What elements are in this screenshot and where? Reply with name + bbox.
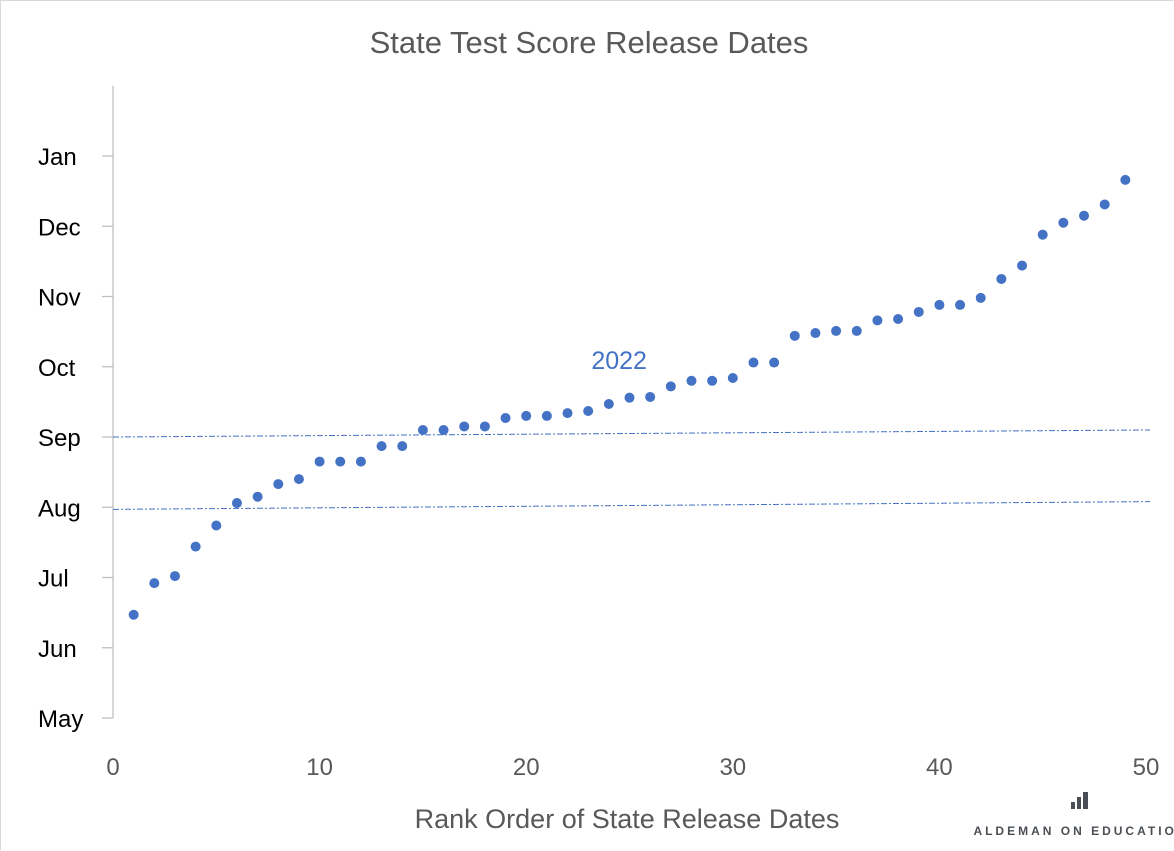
data-point	[128, 609, 139, 620]
data-point	[913, 306, 924, 317]
y-tick-label: May	[38, 706, 83, 733]
data-point	[417, 424, 428, 435]
data-point	[211, 520, 222, 531]
data-point	[603, 398, 614, 409]
data-point	[541, 410, 552, 421]
data-point	[459, 421, 470, 432]
y-tick-label: Jul	[38, 566, 69, 593]
y-tick-label: Sep	[38, 425, 81, 452]
data-point	[851, 325, 862, 336]
data-point	[438, 424, 449, 435]
data-point	[149, 578, 160, 589]
y-axis: May Jun Jul Aug Sep Oct Nov Dec Jan	[38, 85, 114, 733]
data-point	[355, 456, 366, 467]
data-point	[521, 410, 532, 421]
data-point	[769, 357, 780, 368]
aug-line	[112, 501, 1151, 510]
data-point	[562, 408, 573, 419]
y-tick-label: Aug	[38, 495, 81, 522]
data-point	[810, 328, 821, 339]
reference-lines	[112, 429, 1151, 510]
data-point	[479, 421, 490, 432]
x-tick-label: 50	[1133, 754, 1160, 781]
data-point	[975, 292, 986, 303]
data-point	[1079, 210, 1090, 221]
y-tick-label: Dec	[38, 214, 81, 241]
data-point	[1058, 217, 1069, 228]
data-point	[1099, 199, 1110, 210]
data-point	[665, 381, 676, 392]
data-points	[128, 174, 1131, 620]
data-point	[169, 571, 180, 582]
x-axis-label: Rank Order of State Release Dates	[415, 804, 840, 834]
data-point	[645, 391, 656, 402]
data-point	[707, 375, 718, 386]
x-tick-label: 10	[306, 754, 333, 781]
data-point	[1037, 229, 1048, 240]
y-tick-label: Jan	[38, 144, 77, 171]
y-tick-label: Nov	[38, 285, 81, 312]
data-point	[789, 330, 800, 341]
data-point	[893, 313, 904, 324]
data-point	[934, 299, 945, 310]
data-point	[273, 479, 284, 490]
data-point	[1120, 174, 1131, 185]
x-tick-label: 0	[106, 754, 119, 781]
x-tick-label: 30	[719, 754, 746, 781]
data-point	[397, 441, 408, 452]
data-point	[252, 491, 263, 502]
data-point	[293, 474, 304, 485]
x-tick-label: 40	[926, 754, 953, 781]
data-point	[231, 498, 242, 509]
logo-text: ALDEMAN ON EDUCATION	[973, 824, 1174, 838]
data-point	[996, 273, 1007, 284]
x-axis: 0 10 20 30 40 50	[106, 754, 1159, 781]
data-point	[190, 541, 201, 552]
data-point	[748, 357, 759, 368]
logo: ALDEMAN ON EDUCATION	[973, 792, 1174, 838]
series-annotation: 2022	[591, 347, 647, 375]
data-point	[727, 372, 738, 383]
data-point	[624, 392, 635, 403]
data-point	[955, 299, 966, 310]
bar-chart-logo-icon	[1071, 792, 1088, 809]
data-point	[314, 456, 325, 467]
data-point	[872, 315, 883, 326]
data-point	[831, 325, 842, 336]
x-tick-label: 20	[513, 754, 540, 781]
data-point	[335, 456, 346, 467]
data-point	[500, 413, 511, 424]
chart-title: State Test Score Release Dates	[370, 25, 809, 60]
y-tick-label: Oct	[38, 355, 76, 382]
data-point	[1017, 260, 1028, 271]
data-point	[686, 375, 697, 386]
data-point	[583, 406, 594, 417]
y-tick-label: Jun	[38, 636, 77, 663]
data-point	[376, 441, 387, 452]
sep-line	[112, 429, 1151, 438]
